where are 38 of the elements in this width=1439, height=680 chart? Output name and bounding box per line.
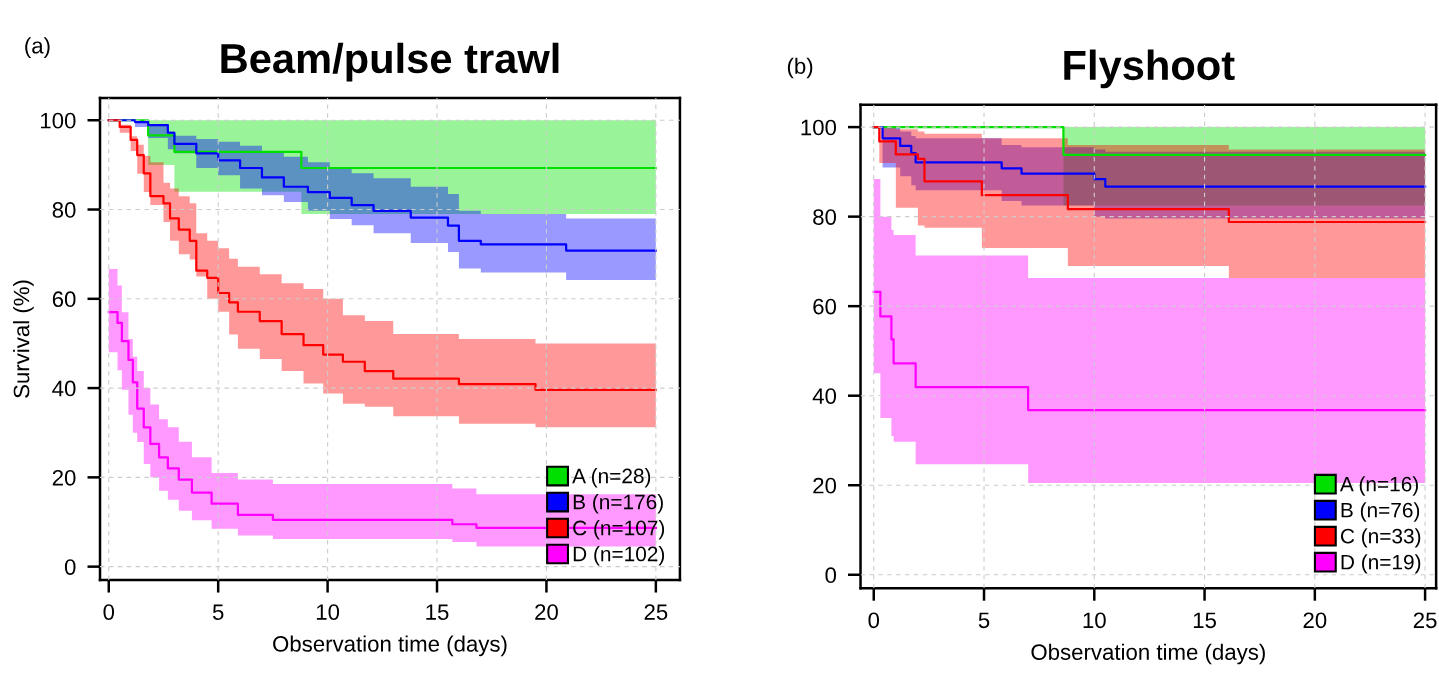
chart-title: Beam/pulse trawl xyxy=(221,42,559,82)
y-tick-label: 60 xyxy=(813,298,837,315)
y-tick-label: 0 xyxy=(825,567,837,584)
y-tick-label: 0 xyxy=(64,559,76,575)
legend-label: B (n=76) xyxy=(1341,502,1420,522)
legend-label: D (n=19) xyxy=(1341,554,1421,574)
text: (a) xyxy=(25,37,50,58)
x-axis-title: Observation time (days) xyxy=(273,635,507,657)
x-tick-label: 20 xyxy=(535,604,558,620)
y-tick-label: 100 xyxy=(41,112,76,129)
y-tick-label: 60 xyxy=(52,291,76,308)
text: (b) xyxy=(787,57,813,79)
y-tick-label: 80 xyxy=(52,202,76,218)
y-tick-label: 40 xyxy=(812,388,837,404)
chart-title: Flyshoot xyxy=(1064,49,1235,89)
x-tick-label: 10 xyxy=(316,604,340,620)
x-tick-label: 15 xyxy=(1193,612,1216,629)
x-tick-label: 25 xyxy=(644,604,668,620)
y-tick-label: 20 xyxy=(813,477,837,494)
x-tick-label: 15 xyxy=(426,604,449,620)
y-tick-label: 80 xyxy=(813,209,837,225)
x-tick-label: 20 xyxy=(1303,612,1327,629)
x-tick-label: 5 xyxy=(978,612,990,629)
y-tick-label: 20 xyxy=(52,469,76,486)
legend-label: A (n=16) xyxy=(1339,476,1418,496)
x-axis-title: Observation time (days) xyxy=(1031,643,1265,665)
legend-label: A (n=28) xyxy=(572,468,651,488)
x-tick-label: 0 xyxy=(103,604,115,620)
y-tick-label: 40 xyxy=(52,380,76,397)
y-axis-title: Survival (%) xyxy=(13,280,34,398)
x-tick-label: 5 xyxy=(212,604,224,620)
x-tick-label: 0 xyxy=(868,612,880,629)
x-tick-label: 25 xyxy=(1413,612,1437,629)
legend-label: B (n=176) xyxy=(573,494,663,514)
legend-label: D (n=102) xyxy=(573,546,665,566)
legend-label: C (n=33) xyxy=(1340,528,1421,548)
y-tick-label: 100 xyxy=(801,119,837,136)
x-tick-label: 10 xyxy=(1083,612,1106,629)
